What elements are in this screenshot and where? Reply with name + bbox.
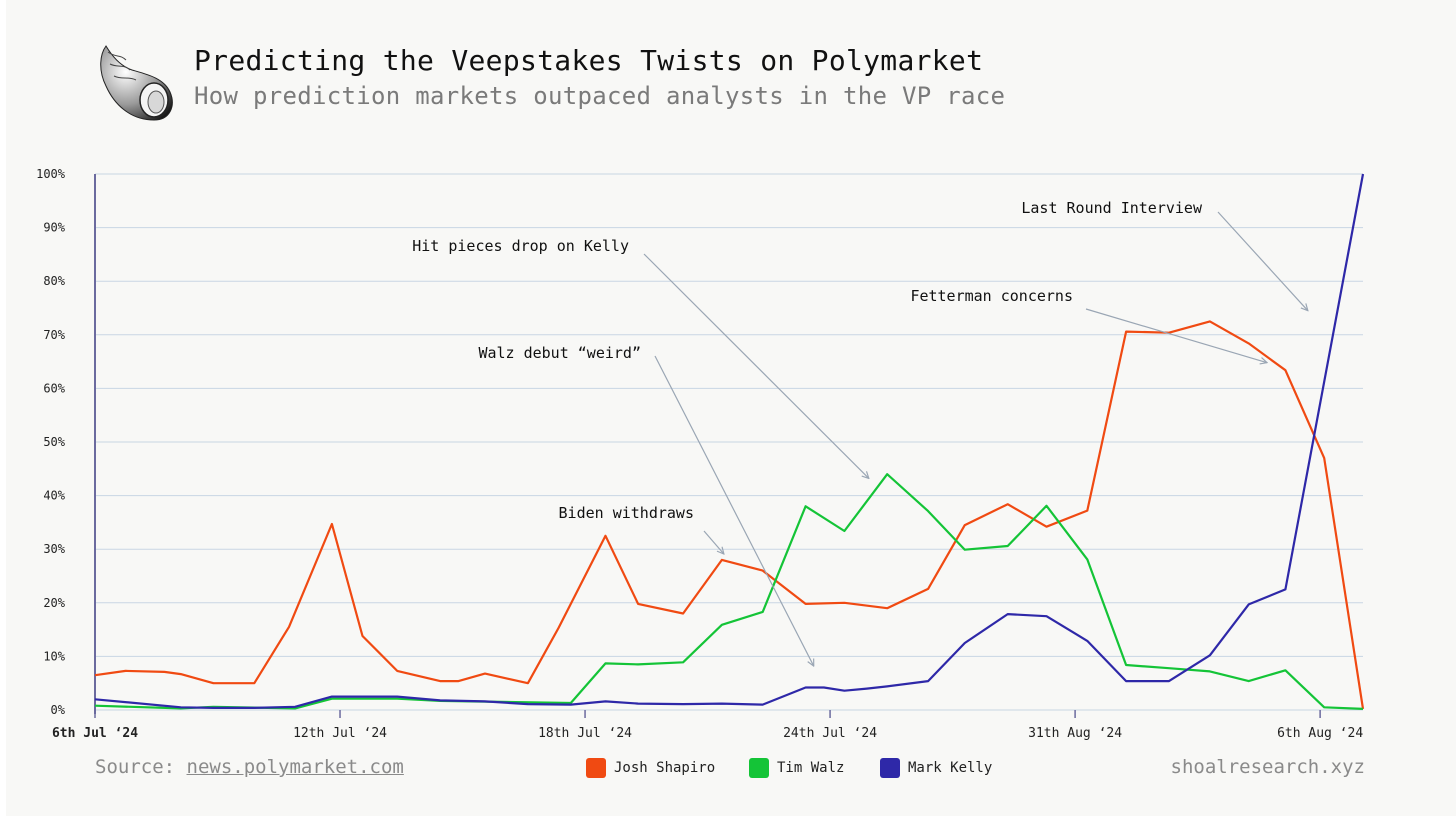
y-tick-label: 100% (36, 167, 66, 181)
annotation-arrow-walz-debut-weird (654, 355, 814, 666)
x-tick-label: 6th Jul ‘24 (52, 726, 138, 741)
y-tick-label: 0% (51, 703, 66, 717)
x-tick-label: 6th Aug ‘24 (1277, 726, 1363, 741)
x-tick-label: 31th Aug ‘24 (1028, 726, 1122, 741)
x-tick-label: 12th Jul ‘24 (293, 726, 387, 741)
annotation-arrow-last-round-interview (1217, 211, 1308, 311)
x-tick-label: 18th Jul ‘24 (538, 726, 632, 741)
annotation-hit-pieces-kelly: Hit pieces drop on Kelly (412, 237, 629, 255)
line-chart: 0% 10% 20% 30% 40% 50% 60% 70% 80% 90% 100% 6th Jul… (36, 167, 1365, 741)
series-line-shapiro (94, 320, 1365, 710)
annotation-arrow-hit-pieces-kelly (643, 253, 869, 478)
annotation-fetterman-concerns: Fetterman concerns (910, 287, 1073, 305)
annotation-arrow-biden-withdraws (703, 530, 724, 554)
site-credit: shoalresearch.xyz (1170, 756, 1365, 778)
legend-item-walz: Tim Walz (749, 758, 844, 778)
x-tick-label: 24th Jul ‘24 (783, 726, 877, 741)
y-tick-label: 70% (43, 328, 65, 342)
y-tick-label: 20% (43, 596, 65, 610)
y-tick-label: 10% (43, 649, 65, 663)
legend-swatch-shapiro (586, 758, 606, 778)
y-tick-label: 40% (43, 489, 65, 503)
legend-swatch-walz (749, 758, 769, 778)
source-link[interactable]: news.polymarket.com (186, 756, 404, 778)
y-tick-label: 50% (43, 435, 65, 449)
y-tick-label: 80% (43, 274, 65, 288)
series-line-kelly (94, 173, 1365, 709)
annotation-arrow-fetterman-concerns (1085, 308, 1267, 363)
legend-item-shapiro: Josh Shapiro (586, 758, 715, 778)
y-tick-label: 30% (43, 542, 65, 556)
chart-subtitle: How prediction markets outpaced analysts… (194, 82, 1006, 110)
y-tick-label: 60% (43, 381, 65, 395)
chart-page: Predicting the Veepstakes Twists on Poly… (6, 0, 1456, 816)
seashell-logo-icon (100, 45, 173, 121)
legend-label-kelly: Mark Kelly (908, 760, 993, 776)
legend-label-walz: Tim Walz (777, 760, 845, 776)
y-tick-label: 90% (43, 221, 65, 235)
legend-label-shapiro: Josh Shapiro (614, 760, 716, 776)
annotation-walz-debut-weird: Walz debut “weird” (478, 344, 641, 362)
source-prefix: Source: (95, 756, 187, 778)
legend-item-kelly: Mark Kelly (880, 758, 992, 778)
annotation-last-round-interview: Last Round Interview (1021, 199, 1203, 217)
legend-swatch-kelly (880, 758, 900, 778)
series-line-walz (94, 473, 1364, 710)
annotation-biden-withdraws: Biden withdraws (559, 504, 694, 522)
chart-title: Predicting the Veepstakes Twists on Poly… (194, 44, 984, 77)
source-credit: Source: news.polymarket.com (95, 756, 404, 778)
